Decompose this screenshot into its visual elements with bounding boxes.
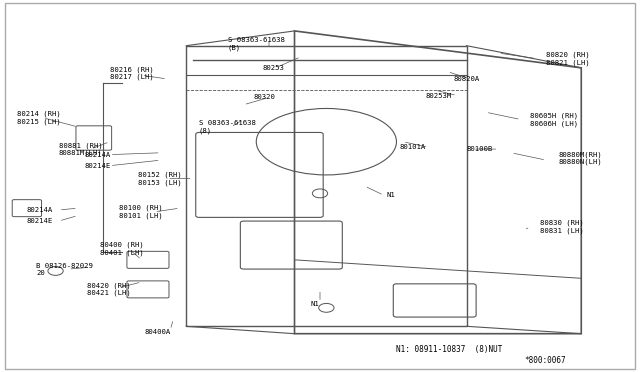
Text: S 08363-61638
(8): S 08363-61638 (8) bbox=[199, 120, 256, 134]
Text: 80152 (RH)
80153 (LH): 80152 (RH) 80153 (LH) bbox=[138, 171, 182, 186]
Text: 80400 (RH)
80401 (LH): 80400 (RH) 80401 (LH) bbox=[100, 242, 144, 256]
Text: 80320: 80320 bbox=[253, 94, 275, 100]
Text: 80100 (RH)
80101 (LH): 80100 (RH) 80101 (LH) bbox=[119, 205, 163, 219]
Text: 80880M(RH)
80880N(LH): 80880M(RH) 80880N(LH) bbox=[559, 151, 603, 165]
Text: N1: N1 bbox=[310, 301, 319, 307]
Text: 80420 (RH)
80421 (LH): 80420 (RH) 80421 (LH) bbox=[88, 282, 131, 296]
Text: 80820A: 80820A bbox=[454, 76, 480, 82]
Text: N1: N1 bbox=[387, 192, 396, 198]
Text: 80400A: 80400A bbox=[145, 329, 171, 335]
Text: *800:0067: *800:0067 bbox=[524, 356, 566, 365]
Text: 80214A: 80214A bbox=[27, 207, 53, 213]
Text: 80214A: 80214A bbox=[84, 152, 111, 158]
Text: 80214E: 80214E bbox=[27, 218, 53, 224]
Text: 80101A: 80101A bbox=[399, 144, 426, 150]
Text: 80216 (RH)
80217 (LH): 80216 (RH) 80217 (LH) bbox=[109, 66, 154, 80]
Text: 80605H (RH)
80606H (LH): 80605H (RH) 80606H (LH) bbox=[531, 113, 579, 126]
Text: B 08126-82029
20: B 08126-82029 20 bbox=[36, 263, 93, 276]
Text: N1: 08911-10837  (8)NUT: N1: 08911-10837 (8)NUT bbox=[396, 345, 503, 354]
Text: 80820 (RH)
80821 (LH): 80820 (RH) 80821 (LH) bbox=[546, 52, 590, 65]
Text: 80830 (RH)
80831 (LH): 80830 (RH) 80831 (LH) bbox=[540, 219, 584, 234]
Text: 80214 (RH)
80215 (LH): 80214 (RH) 80215 (LH) bbox=[17, 111, 61, 125]
Text: 80100B: 80100B bbox=[467, 146, 493, 152]
Text: S 08363-61638
(B): S 08363-61638 (B) bbox=[228, 37, 284, 51]
Text: 80881 (RH)
80881M(LH): 80881 (RH) 80881M(LH) bbox=[59, 142, 102, 156]
Text: 80253: 80253 bbox=[262, 65, 285, 71]
Text: 80214E: 80214E bbox=[84, 163, 111, 169]
Text: 80253M: 80253M bbox=[425, 93, 451, 99]
